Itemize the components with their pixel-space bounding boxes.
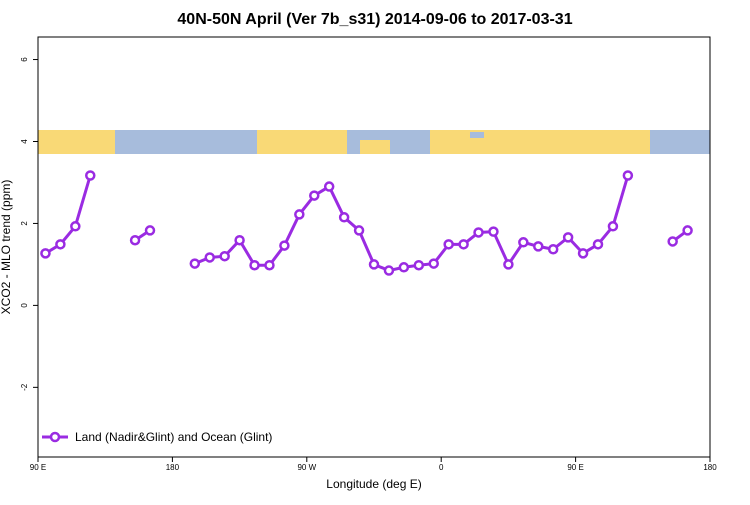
x-tick-label: 180 [166, 463, 180, 472]
data-point [533, 241, 544, 252]
data-point [473, 227, 484, 238]
data-point [383, 265, 395, 276]
data-point [189, 258, 201, 269]
data-point [398, 262, 410, 273]
data-point [40, 248, 51, 259]
data-point [667, 236, 678, 247]
y-tick-label: 6 [20, 57, 29, 62]
x-tick-label: 90 E [30, 463, 46, 472]
data-point [219, 250, 230, 262]
data-point [503, 259, 514, 270]
data-point [85, 170, 96, 181]
data-point [622, 170, 634, 181]
data-point [547, 244, 559, 255]
x-axis-label: Longitude (deg E) [326, 477, 421, 491]
x-tick-label: 0 [439, 463, 444, 472]
y-tick-label: 0 [20, 303, 29, 308]
data-point [309, 190, 320, 201]
y-tick-label: 4 [20, 139, 29, 144]
data-point [264, 259, 275, 271]
legend-label: Land (Nadir&Glint) and Ocean (Glint) [75, 430, 272, 444]
data-point [55, 239, 66, 250]
series-line [44, 175, 689, 273]
map-strip [38, 130, 710, 154]
data-point [428, 258, 439, 269]
y-tick-label: 2 [20, 221, 29, 226]
data-point [562, 232, 574, 243]
data-point [129, 234, 141, 246]
legend-marker [49, 431, 61, 443]
y-tick-label: -2 [20, 383, 29, 391]
data-point [70, 221, 81, 232]
data-point [682, 225, 693, 236]
data-point [518, 237, 529, 248]
data-point [368, 259, 380, 270]
data-point [458, 239, 469, 250]
data-point [413, 259, 425, 271]
x-tick-label: 90 E [567, 463, 583, 472]
data-point [323, 181, 335, 192]
y-axis-label: XCO2 - MLO trend (ppm) [0, 180, 13, 315]
data-point [294, 209, 305, 220]
data-point [592, 239, 604, 250]
data-point [338, 212, 350, 223]
data-point [279, 240, 290, 251]
plot-frame [37, 36, 711, 458]
data-point [443, 239, 454, 250]
chart-title: 40N-50N April (Ver 7b_s31) 2014-09-06 to… [177, 11, 572, 28]
data-point [234, 234, 245, 246]
data-point [607, 221, 619, 232]
data-point [144, 225, 156, 236]
data-point [577, 248, 589, 259]
data-point [353, 225, 365, 236]
data-point [488, 226, 499, 237]
data-point [204, 252, 215, 263]
x-tick-label: 90 W [297, 463, 316, 472]
x-tick-label: 180 [703, 463, 717, 472]
data-point [249, 259, 260, 271]
